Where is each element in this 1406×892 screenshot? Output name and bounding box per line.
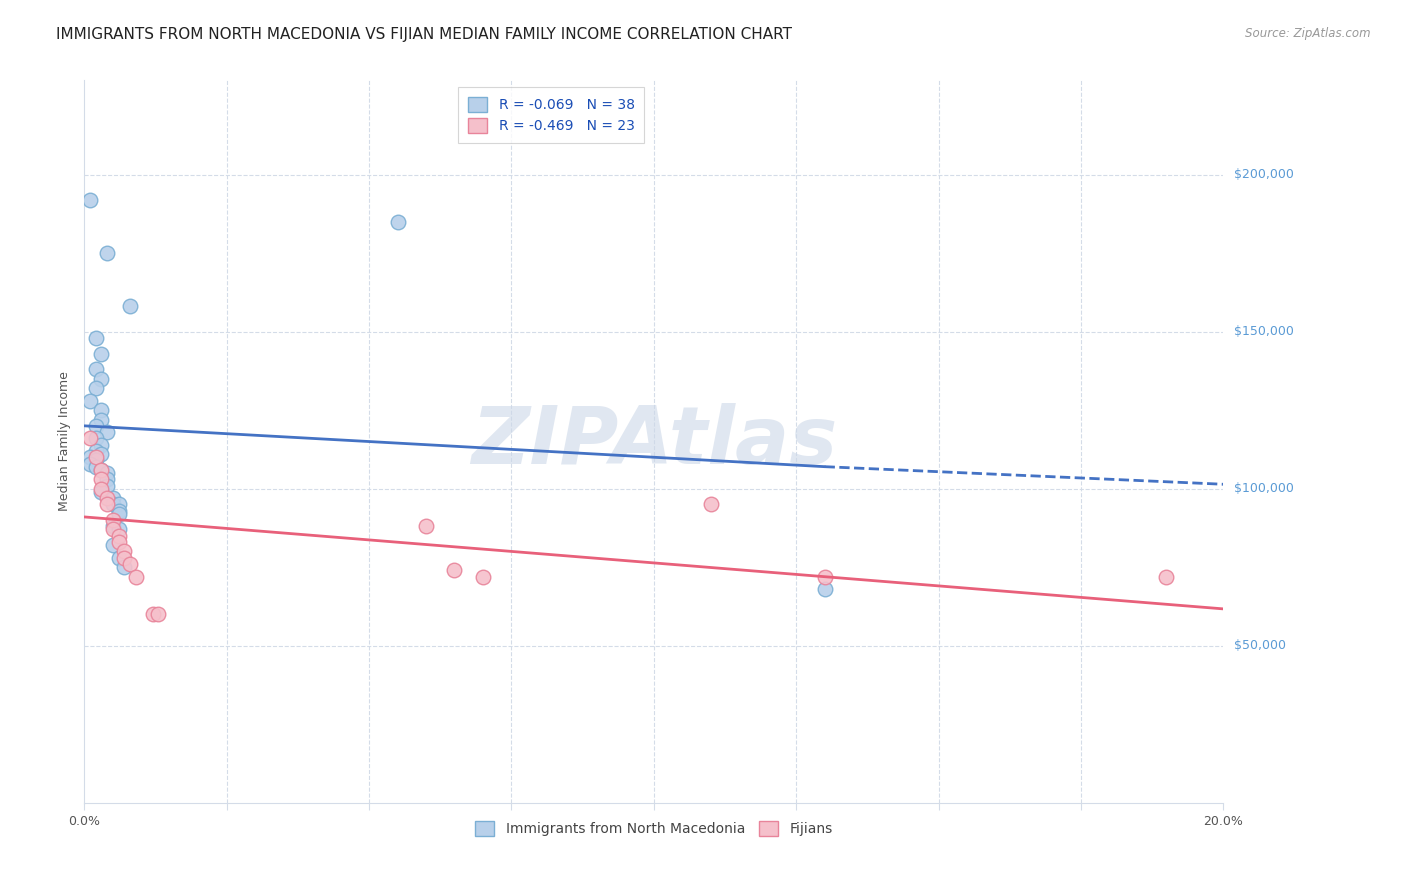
Point bbox=[472, 569, 495, 583]
Text: $100,000: $100,000 bbox=[1234, 483, 1294, 495]
Point bbox=[814, 569, 837, 583]
Point bbox=[90, 403, 112, 417]
Legend: Immigrants from North Macedonia, Fijians: Immigrants from North Macedonia, Fijians bbox=[468, 814, 839, 843]
Point bbox=[101, 538, 124, 552]
Point bbox=[96, 478, 118, 492]
Point bbox=[79, 393, 101, 408]
Point bbox=[84, 418, 107, 433]
Point bbox=[84, 362, 107, 376]
Text: $200,000: $200,000 bbox=[1234, 168, 1294, 181]
Point bbox=[148, 607, 170, 622]
Point bbox=[443, 563, 465, 577]
Point bbox=[387, 214, 409, 228]
Point bbox=[101, 513, 124, 527]
Point bbox=[112, 560, 135, 574]
Point bbox=[107, 523, 129, 537]
Point bbox=[90, 447, 112, 461]
Point bbox=[96, 466, 118, 480]
Point bbox=[90, 438, 112, 452]
Point bbox=[84, 459, 107, 474]
Point bbox=[90, 463, 112, 477]
Point bbox=[96, 497, 118, 511]
Point bbox=[107, 529, 129, 543]
Text: $50,000: $50,000 bbox=[1234, 640, 1286, 652]
Point bbox=[101, 497, 124, 511]
Point bbox=[90, 346, 112, 360]
Point bbox=[814, 582, 837, 597]
Point bbox=[112, 544, 135, 558]
Point bbox=[84, 450, 107, 465]
Point bbox=[101, 491, 124, 505]
Point bbox=[84, 431, 107, 445]
Point bbox=[79, 457, 101, 471]
Point bbox=[112, 550, 135, 565]
Point bbox=[90, 482, 112, 496]
Point bbox=[79, 431, 101, 445]
Point bbox=[700, 497, 723, 511]
Point bbox=[96, 491, 118, 505]
Point bbox=[79, 450, 101, 465]
Point bbox=[84, 381, 107, 395]
Point bbox=[107, 550, 129, 565]
Point bbox=[96, 472, 118, 486]
Point bbox=[124, 569, 146, 583]
Point bbox=[118, 300, 141, 314]
Text: Source: ZipAtlas.com: Source: ZipAtlas.com bbox=[1246, 27, 1371, 40]
Point bbox=[142, 607, 165, 622]
Point bbox=[90, 484, 112, 499]
Point bbox=[107, 507, 129, 521]
Point bbox=[107, 535, 129, 549]
Text: IMMIGRANTS FROM NORTH MACEDONIA VS FIJIAN MEDIAN FAMILY INCOME CORRELATION CHART: IMMIGRANTS FROM NORTH MACEDONIA VS FIJIA… bbox=[56, 27, 792, 42]
Point bbox=[96, 246, 118, 260]
Y-axis label: Median Family Income: Median Family Income bbox=[58, 372, 72, 511]
Point bbox=[415, 519, 437, 533]
Point bbox=[101, 519, 124, 533]
Point bbox=[84, 453, 107, 467]
Point bbox=[90, 463, 112, 477]
Point bbox=[107, 497, 129, 511]
Point bbox=[107, 503, 129, 517]
Text: ZIPAtlas: ZIPAtlas bbox=[471, 402, 837, 481]
Point bbox=[1156, 569, 1178, 583]
Text: $150,000: $150,000 bbox=[1234, 325, 1294, 338]
Point bbox=[118, 557, 141, 571]
Point bbox=[101, 523, 124, 537]
Point bbox=[96, 425, 118, 439]
Point bbox=[90, 472, 112, 486]
Point bbox=[90, 412, 112, 426]
Point bbox=[79, 193, 101, 207]
Point bbox=[84, 331, 107, 345]
Point bbox=[90, 372, 112, 386]
Point bbox=[84, 444, 107, 458]
